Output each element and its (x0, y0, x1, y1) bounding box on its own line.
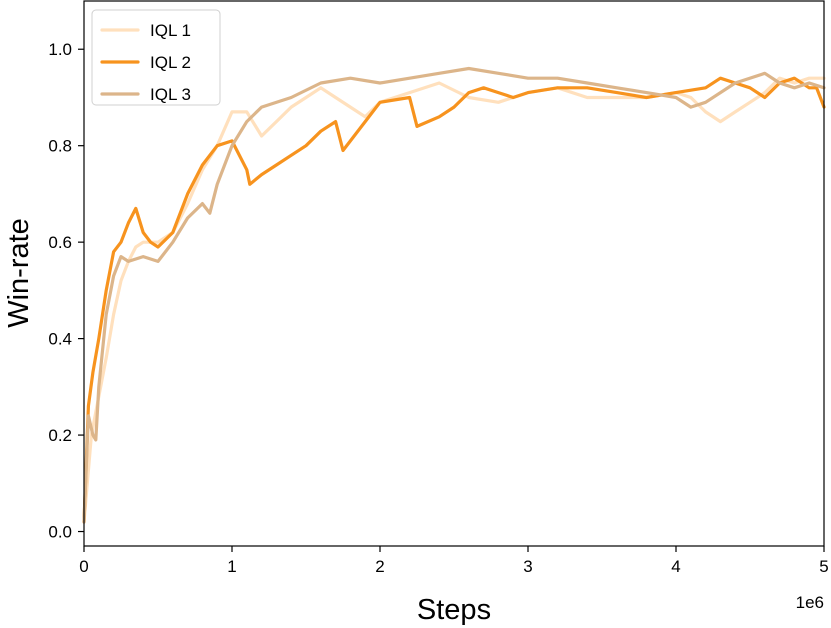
x-tick-label: 1 (227, 557, 236, 576)
legend-label-3: IQL 3 (150, 85, 191, 104)
x-tick-label: 5 (819, 557, 828, 576)
x-axis-title: Steps (417, 594, 491, 626)
legend-label-1: IQL 1 (150, 21, 191, 40)
x-axis-offset-label: 1e6 (796, 593, 824, 612)
legend: IQL 1 IQL 2 IQL 3 (91, 9, 221, 106)
y-tick-label: 0.4 (48, 330, 72, 349)
series-line-3 (82, 66, 826, 524)
legend-label-2: IQL 2 (150, 53, 191, 72)
x-tick-label: 2 (375, 557, 384, 576)
x-axis-ticks: 0 1 2 3 4 5 (79, 546, 829, 576)
series-layer (82, 66, 826, 524)
y-tick-label: 1.0 (48, 40, 72, 59)
series-line-1 (82, 76, 826, 524)
y-tick-label: 0.2 (48, 426, 72, 445)
x-tick-label: 4 (671, 557, 680, 576)
x-tick-label: 3 (523, 557, 532, 576)
plot-frame (83, 0, 825, 547)
x-tick-label: 0 (79, 557, 88, 576)
y-axis-title: Win-rate (3, 218, 35, 328)
y-tick-label: 0.6 (48, 233, 72, 252)
y-tick-label: 0.8 (48, 137, 72, 156)
y-axis-ticks: 0.0 0.2 0.4 0.6 0.8 1.0 (48, 40, 84, 542)
legend-box (91, 9, 221, 106)
y-tick-label: 0.0 (48, 523, 72, 542)
series-line-2 (82, 76, 826, 524)
